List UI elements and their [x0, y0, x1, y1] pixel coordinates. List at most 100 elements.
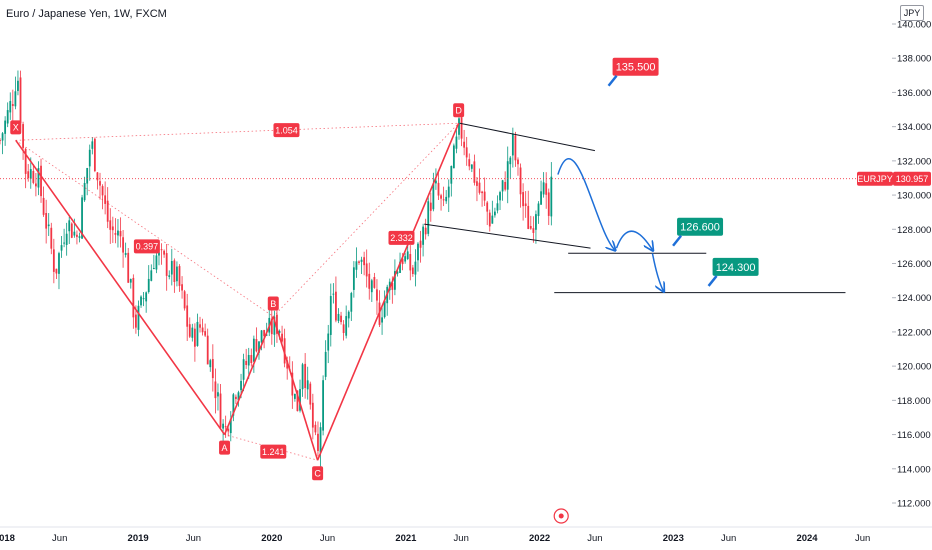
candle-body: [193, 328, 196, 347]
x-tick-label: Jun: [52, 533, 67, 544]
candle-body: [355, 261, 358, 270]
candle-body: [499, 192, 501, 201]
candle-body: [252, 338, 255, 362]
candle-body: [476, 181, 478, 186]
candle-body: [96, 172, 99, 181]
candle-body: [293, 393, 296, 399]
candle-body: [458, 118, 460, 135]
x-tick-label: 2023: [663, 533, 684, 544]
ratio-label: 1.054: [273, 123, 300, 138]
candle-body: [501, 180, 504, 192]
candle-body: [52, 249, 55, 272]
symbol-price-tag-text: EURJPY: [857, 174, 893, 184]
currency-label[interactable]: JPY: [900, 5, 924, 21]
candle-body: [111, 226, 114, 231]
candle-body: [276, 314, 278, 334]
event-marker-dot[interactable]: [558, 513, 564, 519]
x-tick-label: Jun: [721, 533, 736, 544]
candle-body: [465, 147, 468, 158]
candle-body: [352, 267, 355, 290]
pattern-ratio-line: [15, 122, 459, 141]
target-price-label: 126.600: [677, 217, 724, 236]
candle-body: [504, 181, 507, 190]
y-tick-label: 140.000: [897, 20, 931, 31]
candle-body: [163, 250, 166, 255]
pattern-ratio-line: [272, 122, 459, 317]
candle-body: [109, 220, 112, 230]
candle-body: [496, 203, 499, 211]
x-tick-label: 2019: [128, 533, 149, 544]
ratio-label: 0.397: [133, 239, 160, 254]
candle-body: [104, 195, 107, 204]
pattern-point-label: D: [453, 103, 465, 118]
candle-body: [47, 224, 50, 227]
candle-body: [399, 261, 401, 273]
channel-lower-line: [424, 223, 591, 249]
candle-body: [470, 164, 473, 169]
candle-body: [19, 77, 22, 123]
candle-body: [209, 360, 212, 368]
candle-body: [11, 104, 14, 106]
target-price-label: 135.500: [612, 57, 659, 76]
candle-body: [168, 275, 171, 277]
candle-body: [99, 181, 101, 186]
candle-body: [50, 227, 53, 249]
candle-body: [460, 117, 463, 139]
candle-body: [442, 199, 445, 201]
candle-body: [29, 169, 32, 179]
candle-body: [227, 428, 230, 432]
candle-body: [322, 380, 324, 431]
candle-body: [391, 283, 394, 290]
candle-body: [301, 364, 304, 390]
candle-body: [127, 252, 130, 283]
candle-body: [242, 359, 245, 380]
pattern-point-label-box: [10, 120, 22, 135]
candle-body: [365, 263, 368, 277]
current-price-tag-box: [893, 171, 931, 186]
candle-body: [235, 396, 237, 400]
candle-body: [155, 255, 158, 270]
pattern-ratio-line: [15, 139, 274, 317]
candle-body: [211, 359, 214, 379]
candle-body: [345, 316, 348, 336]
y-tick-label: 122.000: [897, 327, 931, 338]
target-price-label-box: [612, 57, 659, 76]
candle-body: [224, 426, 227, 428]
candle-body: [270, 318, 273, 335]
candle-body: [229, 418, 232, 434]
candle-body: [122, 237, 124, 253]
candle-body: [550, 176, 553, 217]
candle-body: [176, 266, 178, 282]
candle-body: [204, 331, 207, 336]
candle-body: [206, 335, 209, 365]
candle-body: [278, 330, 281, 333]
candle-body: [314, 424, 317, 433]
candle-body: [488, 212, 491, 227]
candle-body: [445, 196, 448, 202]
ratio-label: 1.241: [260, 444, 287, 459]
candle-body: [529, 226, 532, 229]
candle-body: [217, 392, 219, 397]
candle-body: [286, 360, 289, 369]
y-tick-label: 112.000: [897, 499, 931, 510]
candle-body: [142, 298, 145, 300]
candle-body: [519, 167, 522, 195]
candle-body: [311, 402, 314, 428]
candle-body: [37, 168, 40, 188]
ratio-label: 2.332: [388, 230, 415, 245]
candle-body: [129, 279, 132, 283]
candle-body: [463, 141, 466, 148]
candle-body: [452, 145, 455, 169]
y-tick-label: 120.000: [897, 362, 931, 373]
pattern-point-label: A: [219, 440, 231, 455]
candle-body: [537, 203, 540, 217]
pattern-point-label-box: [312, 466, 324, 481]
event-marker-icon[interactable]: [553, 508, 569, 524]
x-tick-label: 2024: [796, 533, 818, 544]
channel-upper-line: [459, 122, 596, 152]
candle-body: [60, 245, 63, 251]
candle-body: [196, 321, 199, 346]
candle-body: [178, 266, 181, 286]
candle-body: [145, 292, 148, 302]
